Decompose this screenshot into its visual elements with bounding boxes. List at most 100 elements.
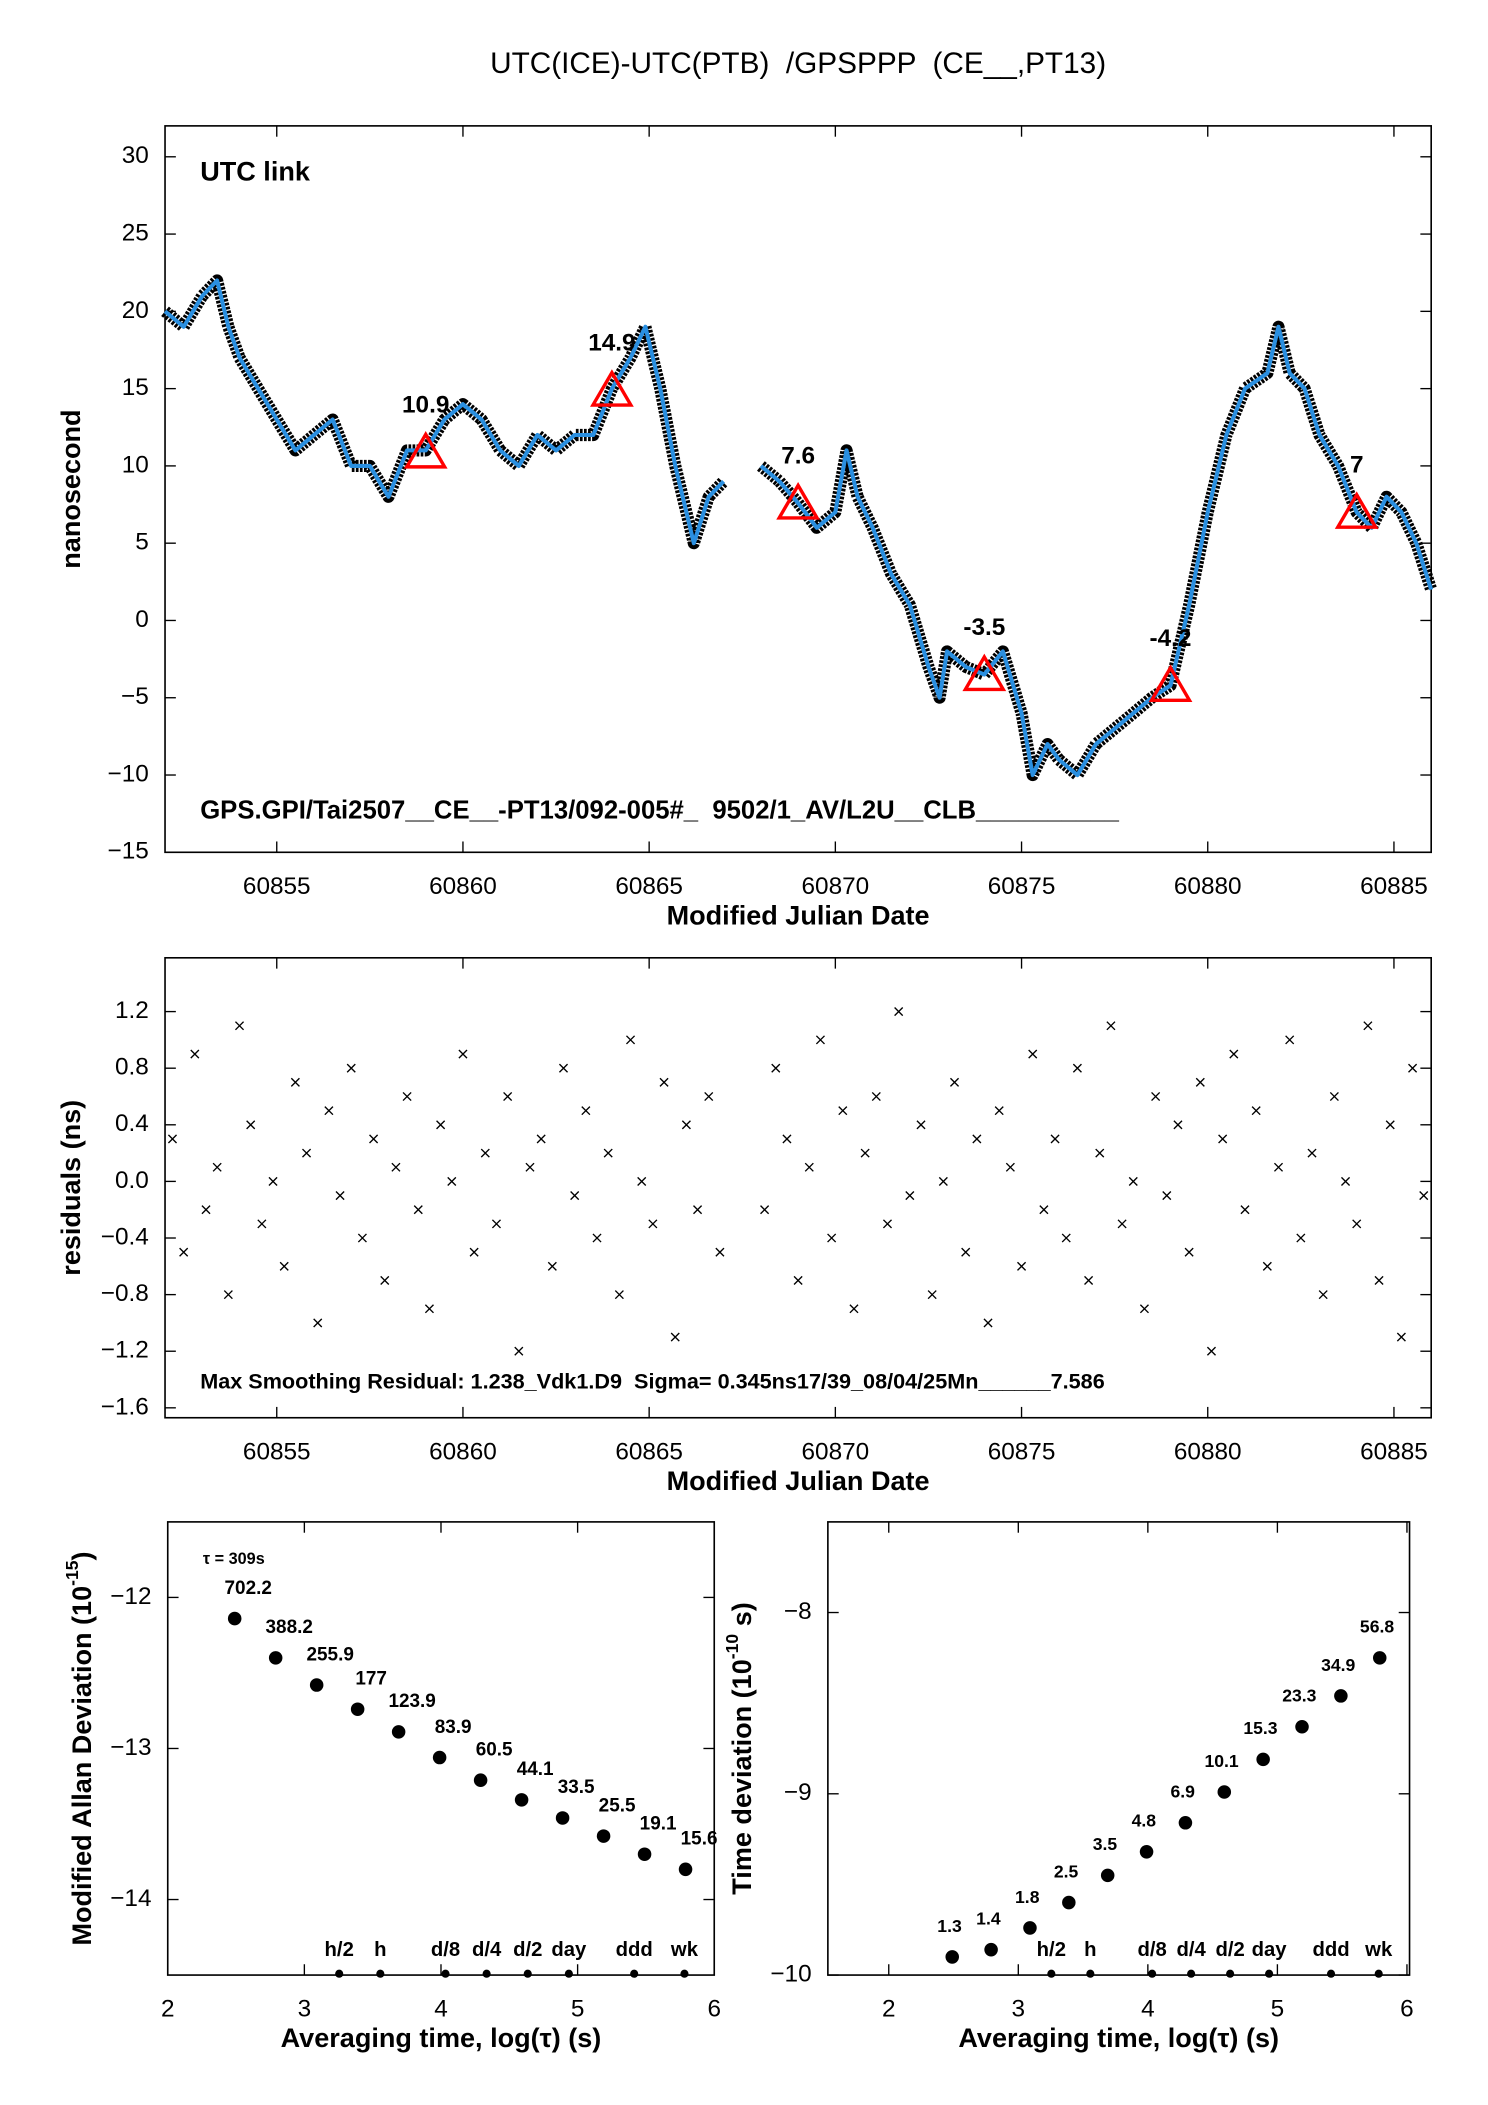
point (503, 1091, 513, 1102)
reference-label: wk (670, 1939, 699, 1961)
point (514, 1793, 529, 1807)
x-tick-label: 3 (298, 1996, 312, 2023)
reference-label: d/2 (1215, 1939, 1244, 1961)
point (715, 1247, 725, 1257)
marker-label: 7.6 (781, 442, 815, 469)
x-tick-label: 60855 (243, 873, 311, 900)
reference-mark (1187, 1969, 1196, 1978)
point (458, 1049, 468, 1059)
x-tick-label: 3 (1012, 1996, 1026, 2023)
reference-label: ddd (1312, 1939, 1349, 1961)
point (838, 1106, 848, 1116)
point (596, 1829, 611, 1843)
point (167, 1134, 178, 1144)
point (1396, 1332, 1406, 1342)
point (1151, 1091, 1161, 1102)
reference-label: d/4 (472, 1939, 502, 1961)
point (1095, 1148, 1105, 1158)
marker-triangle (962, 653, 1007, 692)
point (257, 1219, 267, 1229)
point (1296, 1233, 1306, 1243)
point (1162, 1191, 1172, 1201)
point-label: 19.1 (640, 1813, 677, 1834)
point (1251, 1106, 1261, 1116)
reference-label: day (551, 1939, 587, 1961)
point (570, 1191, 580, 1201)
point (1178, 1816, 1193, 1830)
reference-label: ddd (616, 1939, 653, 1961)
point (1419, 1191, 1429, 1201)
y-tick-label: 30 (122, 142, 149, 169)
point-label: 15.6 (681, 1829, 718, 1850)
reference-mark (680, 1969, 689, 1978)
point (536, 1134, 546, 1144)
point (1039, 1205, 1049, 1215)
point (916, 1120, 926, 1130)
annotation: τ = 309s (203, 1550, 265, 1568)
point (309, 1678, 324, 1692)
point (693, 1205, 703, 1215)
y-tick-label: −10 (770, 1960, 811, 1987)
x-tick-label: 60860 (429, 873, 497, 900)
marker-triangle (1148, 664, 1193, 702)
point (659, 1077, 669, 1087)
point-label: 6.9 (1170, 1782, 1195, 1802)
y-tick-label: −8 (784, 1598, 812, 1625)
point (827, 1233, 837, 1243)
point (514, 1346, 524, 1356)
marker-label: 14.9 (588, 330, 635, 357)
reference-mark (523, 1969, 532, 1978)
point (945, 1950, 959, 1964)
x-tick-label: 60880 (1174, 1438, 1242, 1465)
point (335, 1191, 345, 1201)
point (391, 1725, 406, 1739)
x-tick-label: 5 (571, 1996, 585, 2023)
point-label: 1.3 (937, 1916, 962, 1936)
reference-label: h/2 (325, 1939, 354, 1961)
x-tick-label: 6 (707, 1996, 721, 2023)
point (357, 1233, 367, 1243)
point (424, 1304, 434, 1314)
point (1256, 1752, 1270, 1767)
point (771, 1063, 781, 1073)
point (369, 1134, 379, 1144)
point (994, 1106, 1004, 1116)
point (603, 1148, 613, 1158)
footnote: GPS.GPI/Tai2507__CE__-PT13/092-005#_ 950… (200, 796, 1119, 824)
point (1084, 1275, 1094, 1286)
point (894, 1007, 904, 1017)
point (1184, 1247, 1194, 1257)
reference-label: h (1084, 1939, 1096, 1961)
point (1195, 1077, 1205, 1087)
y-tick-label: 25 (122, 219, 149, 246)
x-tick-label: 60885 (1360, 1438, 1428, 1465)
point (961, 1247, 971, 1257)
point (637, 1176, 647, 1186)
x-tick-label: 60875 (988, 873, 1056, 900)
reference-label: d/2 (513, 1939, 542, 1961)
point (949, 1077, 960, 1087)
y-tick-label: 0 (135, 606, 149, 633)
point (804, 1162, 814, 1172)
reference-label: d/8 (431, 1939, 460, 1961)
point (1363, 1021, 1373, 1031)
point (984, 1942, 998, 1957)
point (1295, 1719, 1309, 1734)
y-tick-label: 20 (122, 297, 149, 324)
point-label: 56.8 (1360, 1617, 1394, 1637)
point (648, 1219, 658, 1229)
reference-mark (1326, 1969, 1336, 1978)
point (1408, 1063, 1418, 1073)
y-tick-label: −13 (110, 1734, 151, 1761)
reference-label: day (1252, 1939, 1288, 1961)
point (480, 1148, 490, 1158)
point (1206, 1346, 1217, 1356)
point (473, 1773, 488, 1787)
x-tick-label: 4 (1141, 1996, 1155, 2023)
reference-label: d/8 (1137, 1939, 1166, 1961)
point (558, 1063, 569, 1073)
y-tick-label: −14 (110, 1885, 151, 1912)
point (246, 1120, 256, 1130)
point (279, 1261, 289, 1271)
marker-triangle (403, 431, 448, 469)
